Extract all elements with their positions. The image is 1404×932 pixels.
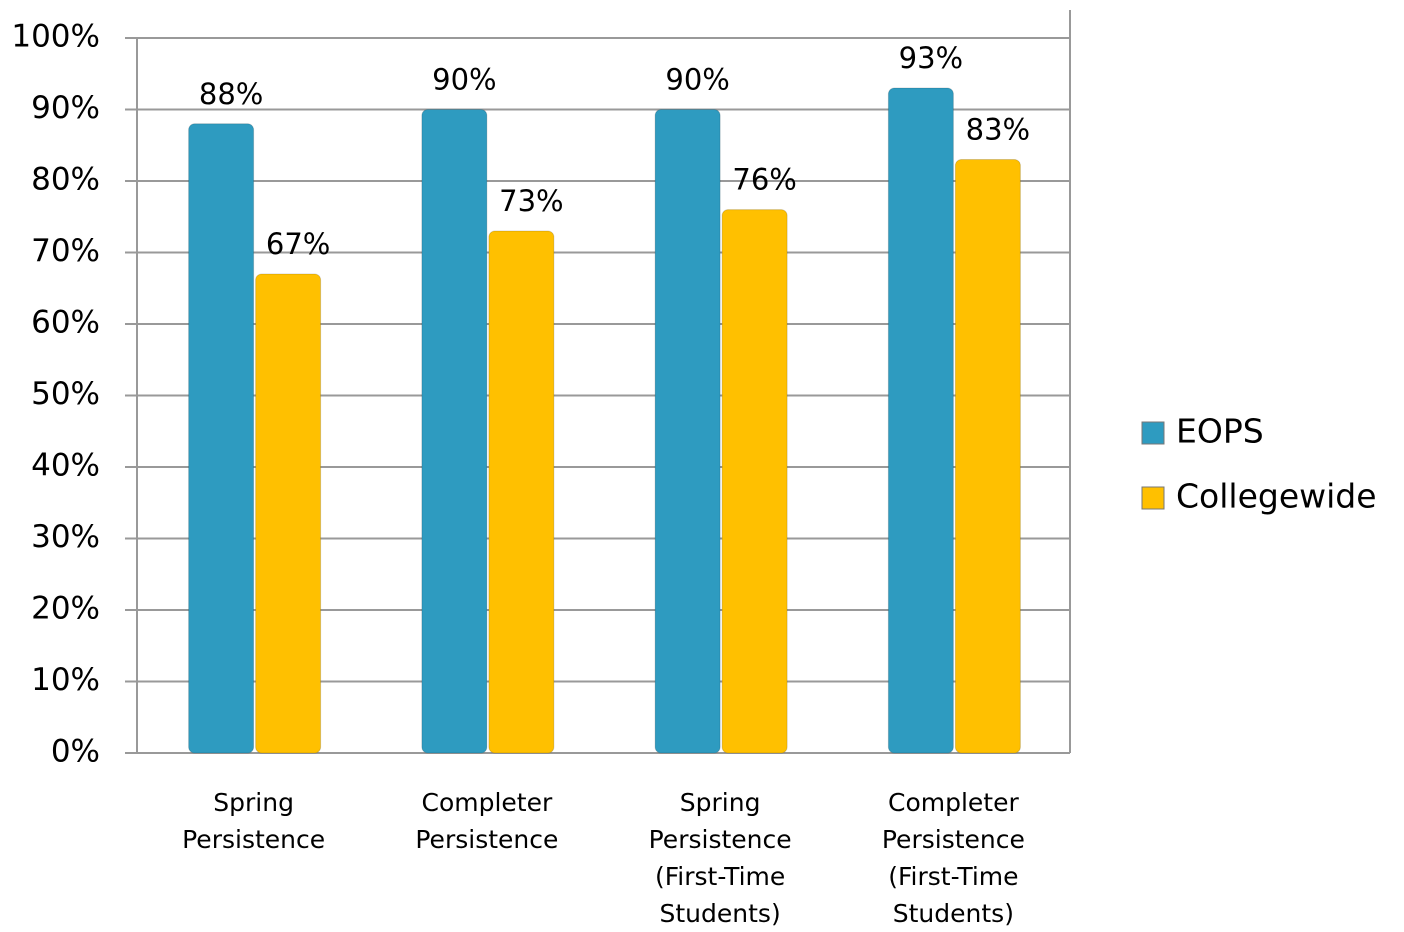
y-tick-label: 100% — [11, 19, 100, 55]
y-tick-label: 20% — [31, 591, 100, 627]
bar — [887, 87, 954, 754]
data-label: 88% — [199, 77, 263, 111]
data-label: 90% — [432, 63, 496, 97]
y-tick-label: 40% — [31, 448, 100, 484]
y-tick-label: 60% — [31, 305, 100, 341]
data-label: 73% — [499, 184, 563, 218]
x-tick-label: Spring Persistence — [182, 788, 326, 854]
data-label: 93% — [899, 41, 963, 75]
data-label: 83% — [966, 113, 1030, 147]
data-label: 67% — [266, 227, 330, 261]
bar — [721, 209, 788, 754]
bar — [421, 109, 488, 754]
x-tick-label: Completer Persistence — [415, 788, 559, 854]
legend-swatch — [1141, 421, 1165, 445]
y-tick-label: 70% — [31, 233, 100, 269]
y-tick-label: 90% — [31, 90, 100, 126]
y-tick-label: 80% — [31, 162, 100, 198]
bar — [654, 109, 721, 754]
x-tick-label: Spring Persistence (First-Time Students) — [648, 788, 792, 928]
legend-swatch — [1141, 486, 1165, 510]
bar — [488, 230, 555, 754]
data-label: 90% — [665, 63, 729, 97]
legend-label: EOPS — [1176, 412, 1264, 451]
data-label: 76% — [732, 163, 796, 197]
bar — [255, 273, 322, 754]
y-tick-label: 0% — [51, 734, 100, 770]
bar — [954, 159, 1021, 754]
legend-label: Collegewide — [1176, 477, 1377, 516]
y-tick-label: 10% — [31, 662, 100, 698]
x-tick-label: Completer Persistence (First-Time Studen… — [881, 788, 1025, 928]
y-tick-label: 50% — [31, 376, 100, 412]
y-tick-label: 30% — [31, 519, 100, 555]
bar — [188, 123, 255, 754]
